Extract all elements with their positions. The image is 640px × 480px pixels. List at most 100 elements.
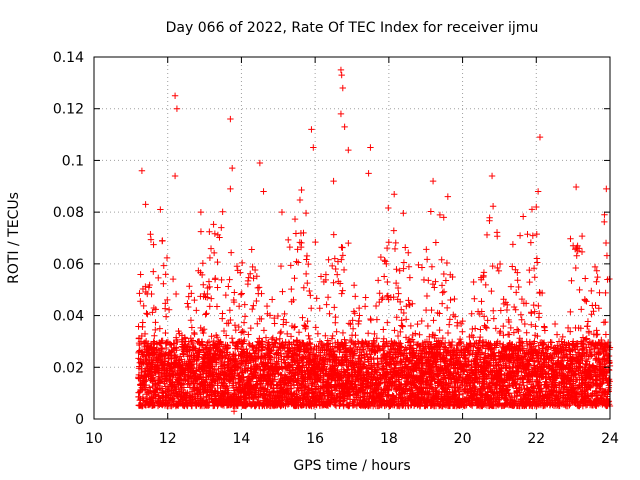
data-point [237,291,245,298]
data-point [276,335,283,342]
data-point [137,271,144,278]
data-point [222,332,230,339]
data-point [150,268,157,275]
data-point [201,355,208,362]
data-point [239,328,246,335]
data-point [238,290,245,297]
data-point [139,319,146,326]
data-point [160,280,167,287]
data-point [262,334,270,341]
data-point [184,300,191,307]
data-point [204,290,211,298]
data-point [163,339,170,346]
data-point [211,230,219,237]
data-point [244,277,252,285]
data-point [228,335,236,342]
data-point [249,305,256,313]
data-point [186,283,193,290]
data-point [271,314,278,322]
data-point [231,322,239,329]
data-point [277,328,285,336]
data-point [144,340,152,347]
data-point [169,275,177,283]
data-point [155,274,162,282]
data-point [164,296,171,304]
data-point [264,359,271,366]
data-point [263,302,271,310]
data-point [167,341,174,348]
data-point [202,311,209,318]
data-point [267,356,274,363]
data-point [161,380,168,387]
data-point [203,393,210,400]
data-point [222,353,229,361]
data-point [193,307,200,314]
data-point [253,273,261,280]
data-point [140,302,147,310]
data-point [267,348,275,355]
data-point [218,276,225,284]
data-point [138,332,145,340]
data-point [142,283,149,290]
data-point [243,345,250,353]
data-point [213,303,221,310]
data-point [254,284,262,292]
data-point [258,315,265,323]
data-point [143,310,150,317]
data-point [178,356,185,363]
data-point [241,313,249,320]
data-point [258,290,265,297]
data-point [243,396,250,403]
data-point [178,380,186,388]
data-point [226,307,234,314]
data-point [172,290,180,298]
data-point [159,345,166,353]
data-point [248,246,255,253]
data-point [216,234,223,241]
data-point [162,329,169,337]
data-point [185,338,192,345]
data-point [187,317,195,324]
data-point [172,353,179,361]
data-point [151,332,158,339]
data-point [204,339,211,346]
data-point [208,389,215,396]
data-point [206,254,214,262]
data-point [234,345,241,353]
data-point [137,298,144,305]
data-point [162,271,169,278]
data-points [135,66,614,415]
data-point [136,389,143,396]
data-point [237,269,244,276]
data-point [274,312,282,320]
data-point [147,230,154,238]
data-point [273,336,280,344]
data-point [150,374,157,381]
data-point [152,306,159,313]
data-point [218,360,225,368]
data-point [196,346,203,354]
data-point [141,330,149,338]
data-point [277,262,285,270]
data-point [268,347,276,354]
data-point [225,283,232,290]
data-point [212,275,219,282]
data-point [200,329,207,337]
data-point [230,298,238,306]
data-point [173,346,180,354]
data-point [136,290,143,297]
data-point [206,283,213,291]
data-point [191,296,198,304]
data-point [216,374,224,382]
data-point [219,310,226,317]
data-point [210,221,217,228]
data-point [245,331,252,338]
data-point [250,275,257,282]
data-point [266,312,274,319]
data-point [148,290,155,298]
data-point [210,249,218,257]
data-point [146,281,153,289]
data-point [207,245,215,252]
data-point [214,258,221,266]
